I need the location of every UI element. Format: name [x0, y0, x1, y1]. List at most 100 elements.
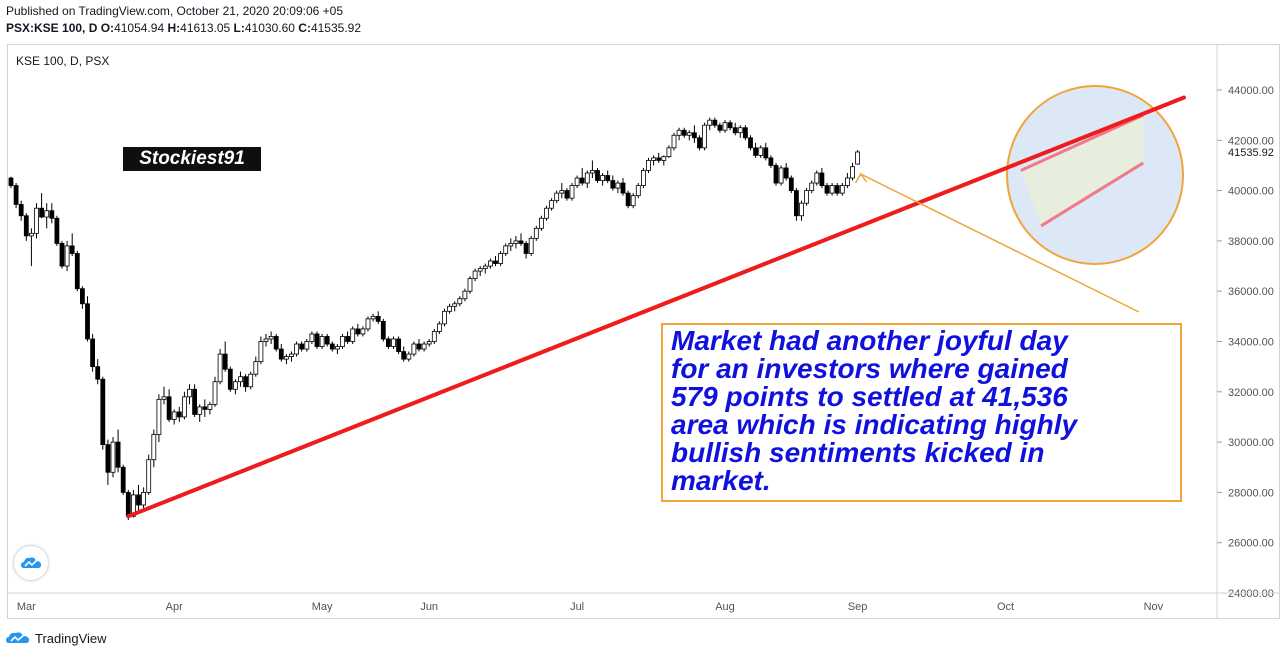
- candle: [28, 228, 34, 267]
- candle-body: [238, 376, 243, 383]
- annotation-line: Market had another joyful day: [671, 325, 1068, 356]
- candle-body: [253, 361, 259, 375]
- candle-body: [737, 127, 743, 134]
- candle-body: [544, 207, 549, 219]
- candle-body: [824, 185, 830, 194]
- candle-body: [59, 243, 65, 267]
- candle-body: [120, 466, 126, 493]
- y-tick-label: 30000.00: [1228, 437, 1274, 449]
- candle-body: [768, 157, 774, 166]
- candle: [829, 183, 835, 196]
- candle-body: [722, 122, 728, 131]
- candle-body: [850, 166, 855, 179]
- tradingview-logo-button[interactable]: [14, 546, 48, 580]
- candle: [380, 318, 386, 342]
- candle: [222, 341, 228, 372]
- candle-body: [340, 336, 345, 347]
- candle: [192, 384, 198, 417]
- candle-body: [304, 341, 310, 350]
- candle-body: [676, 129, 682, 136]
- candle: [243, 374, 249, 392]
- candle: [146, 454, 152, 495]
- candle-body: [477, 268, 483, 272]
- candle: [574, 175, 580, 189]
- symbol-interval: PSX:KSE 100, D: [6, 21, 98, 35]
- candle: [788, 175, 794, 194]
- candle-body: [334, 346, 340, 350]
- candle: [686, 130, 692, 141]
- candle: [462, 288, 468, 302]
- candle-body: [125, 491, 131, 517]
- candle-body: [814, 172, 820, 184]
- candle: [824, 183, 830, 196]
- candle: [610, 175, 616, 191]
- candle: [416, 338, 422, 352]
- candle: [834, 183, 840, 196]
- candle-body: [462, 290, 468, 300]
- annotation-box: Market had another joyful day for an inv…: [661, 323, 1182, 502]
- candle-body: [804, 190, 809, 204]
- candle-body: [579, 177, 585, 184]
- candle: [212, 376, 218, 407]
- x-tick-label: Oct: [997, 601, 1014, 613]
- candle-body: [595, 170, 600, 181]
- candle-body: [523, 243, 529, 254]
- y-tick-label: 26000.00: [1228, 538, 1274, 550]
- candle-body: [95, 366, 101, 380]
- candle: [727, 120, 733, 131]
- candle-body: [23, 215, 29, 237]
- x-tick-label: Nov: [1144, 601, 1164, 613]
- candle-body: [161, 396, 167, 400]
- x-tick-label: Aug: [715, 601, 735, 613]
- candle-body: [839, 185, 845, 194]
- candle-body: [605, 175, 611, 181]
- candle: [263, 333, 269, 347]
- x-tick-label: Sep: [848, 601, 868, 613]
- candle-body: [197, 406, 203, 415]
- candle: [54, 215, 60, 246]
- candle: [697, 135, 702, 151]
- candle: [661, 155, 667, 166]
- candle: [319, 333, 325, 350]
- candle: [763, 142, 769, 161]
- candle-body: [788, 177, 794, 191]
- candle: [712, 117, 718, 128]
- candle: [232, 379, 238, 395]
- annotation-line: 579 points to settled at 41,536: [671, 381, 1068, 412]
- candle-body: [74, 253, 80, 290]
- candle-body: [396, 338, 402, 352]
- candle: [457, 296, 463, 307]
- candle: [748, 135, 753, 151]
- candle: [794, 188, 799, 221]
- candle: [391, 336, 396, 350]
- candle: [44, 203, 50, 229]
- candle-body: [436, 323, 442, 332]
- y-tick-label: 34000.00: [1228, 337, 1274, 349]
- candle: [579, 167, 585, 186]
- open-label: O:: [100, 21, 115, 35]
- candle: [554, 190, 560, 204]
- candle: [544, 205, 549, 221]
- channel-line: [1020, 113, 1144, 172]
- candle: [248, 371, 254, 390]
- candle: [671, 132, 677, 151]
- candle: [176, 406, 182, 422]
- candle: [737, 125, 743, 138]
- candle-body: [717, 124, 723, 131]
- candle-body: [176, 411, 182, 418]
- candle: [355, 323, 361, 337]
- candle: [477, 266, 483, 277]
- candle-body: [671, 134, 677, 149]
- tradingview-cloud-icon: [21, 557, 41, 568]
- candle-body: [666, 147, 672, 158]
- candle-body: [620, 182, 626, 194]
- candle: [314, 331, 320, 350]
- candle-body: [289, 353, 294, 357]
- candle: [656, 152, 662, 163]
- candle-body: [345, 336, 351, 342]
- candle: [605, 170, 611, 184]
- candle-body: [355, 328, 361, 335]
- candle: [268, 331, 274, 345]
- candle: [482, 263, 488, 274]
